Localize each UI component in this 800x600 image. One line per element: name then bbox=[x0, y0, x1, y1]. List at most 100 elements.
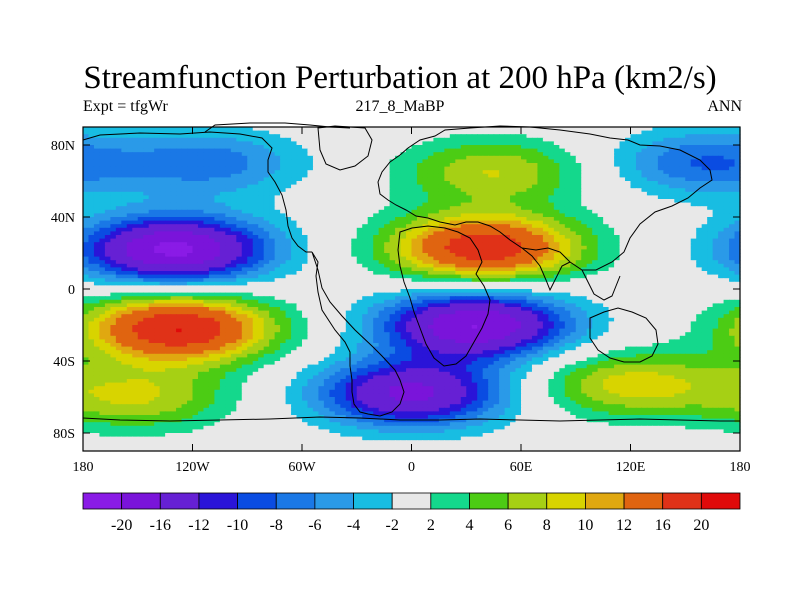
field-cell bbox=[559, 195, 566, 200]
field-cell bbox=[225, 242, 232, 247]
field-cell bbox=[225, 188, 232, 193]
field-cell bbox=[685, 173, 692, 178]
field-cell bbox=[159, 217, 166, 222]
field-cell bbox=[208, 152, 215, 157]
field-cell bbox=[619, 238, 626, 243]
field-cell bbox=[307, 145, 314, 150]
field-cell bbox=[296, 170, 303, 175]
field-cell bbox=[493, 238, 500, 243]
field-cell bbox=[252, 217, 259, 222]
field-cell bbox=[219, 249, 226, 254]
field-cell bbox=[104, 159, 111, 164]
field-cell bbox=[630, 256, 637, 261]
field-cell bbox=[373, 170, 380, 175]
field-cell bbox=[208, 159, 215, 164]
field-cell bbox=[225, 163, 232, 168]
field-cell bbox=[685, 166, 692, 171]
field-cell bbox=[367, 249, 374, 254]
field-cell bbox=[329, 134, 336, 139]
field-cell bbox=[340, 217, 347, 222]
field-cell bbox=[712, 202, 719, 207]
field-cell bbox=[143, 235, 150, 240]
field-cell bbox=[592, 213, 599, 218]
field-cell bbox=[586, 238, 593, 243]
field-cell bbox=[504, 245, 511, 250]
field-cell bbox=[729, 145, 736, 150]
field-cell bbox=[225, 130, 232, 135]
field-cell bbox=[274, 127, 281, 132]
field-cell bbox=[460, 206, 467, 211]
field-cell bbox=[723, 173, 730, 178]
field-cell bbox=[219, 152, 226, 157]
field-cell bbox=[323, 217, 330, 222]
field-cell bbox=[307, 260, 314, 265]
field-cell bbox=[493, 177, 500, 182]
field-cell bbox=[477, 195, 484, 200]
field-cell bbox=[148, 224, 155, 229]
field-cell bbox=[115, 170, 122, 175]
field-cell bbox=[148, 217, 155, 222]
field-cell bbox=[690, 148, 697, 153]
field-cell bbox=[559, 271, 566, 276]
field-cell bbox=[570, 220, 577, 225]
field-cell bbox=[274, 145, 281, 150]
field-cell bbox=[389, 263, 396, 268]
field-cell bbox=[460, 170, 467, 175]
field-cell bbox=[367, 245, 374, 250]
field-cell bbox=[241, 127, 248, 132]
field-cell bbox=[219, 141, 226, 146]
field-cell bbox=[696, 148, 703, 153]
field-cell bbox=[181, 170, 188, 175]
field-cell bbox=[564, 249, 571, 254]
field-cell bbox=[148, 206, 155, 211]
field-cell bbox=[285, 173, 292, 178]
field-cell bbox=[499, 191, 506, 196]
field-cell bbox=[176, 224, 183, 229]
field-cell bbox=[203, 163, 210, 168]
field-cell bbox=[718, 253, 725, 258]
field-cell bbox=[411, 253, 418, 258]
field-cell bbox=[641, 209, 648, 214]
field-cell bbox=[143, 220, 150, 225]
field-cell bbox=[608, 177, 615, 182]
field-cell bbox=[274, 166, 281, 171]
field-cell bbox=[411, 245, 418, 250]
field-cell bbox=[504, 181, 511, 186]
field-cell bbox=[318, 181, 325, 186]
field-cell bbox=[93, 238, 101, 243]
field-cell bbox=[646, 191, 653, 196]
field-cell bbox=[247, 245, 254, 250]
field-cell bbox=[236, 181, 243, 186]
field-cell bbox=[570, 213, 577, 218]
field-cell bbox=[729, 224, 736, 229]
field-cell bbox=[389, 202, 396, 207]
field-cell bbox=[83, 217, 90, 222]
field-cell bbox=[384, 260, 391, 265]
field-cell bbox=[373, 267, 380, 272]
field-cell bbox=[137, 271, 144, 276]
field-cell bbox=[701, 166, 708, 171]
field-cell bbox=[592, 130, 599, 135]
field-cell bbox=[482, 134, 489, 139]
field-cell bbox=[460, 231, 467, 236]
field-cell bbox=[510, 245, 517, 250]
field-cell bbox=[307, 134, 314, 139]
field-cell bbox=[690, 166, 697, 171]
field-cell bbox=[438, 127, 445, 132]
field-cell bbox=[334, 145, 341, 150]
field-cell bbox=[493, 235, 500, 240]
field-cell bbox=[696, 166, 703, 171]
field-cell bbox=[291, 220, 298, 225]
field-cell bbox=[334, 191, 341, 196]
field-cell bbox=[373, 238, 380, 243]
field-cell bbox=[241, 181, 248, 186]
field-cell bbox=[110, 173, 117, 178]
field-cell bbox=[230, 260, 237, 265]
field-cell bbox=[455, 170, 462, 175]
field-cell bbox=[93, 263, 101, 268]
field-cell bbox=[586, 195, 593, 200]
field-cell bbox=[329, 245, 336, 250]
field-cell bbox=[581, 145, 588, 150]
field-cell bbox=[581, 141, 588, 146]
field-cell bbox=[416, 253, 424, 258]
